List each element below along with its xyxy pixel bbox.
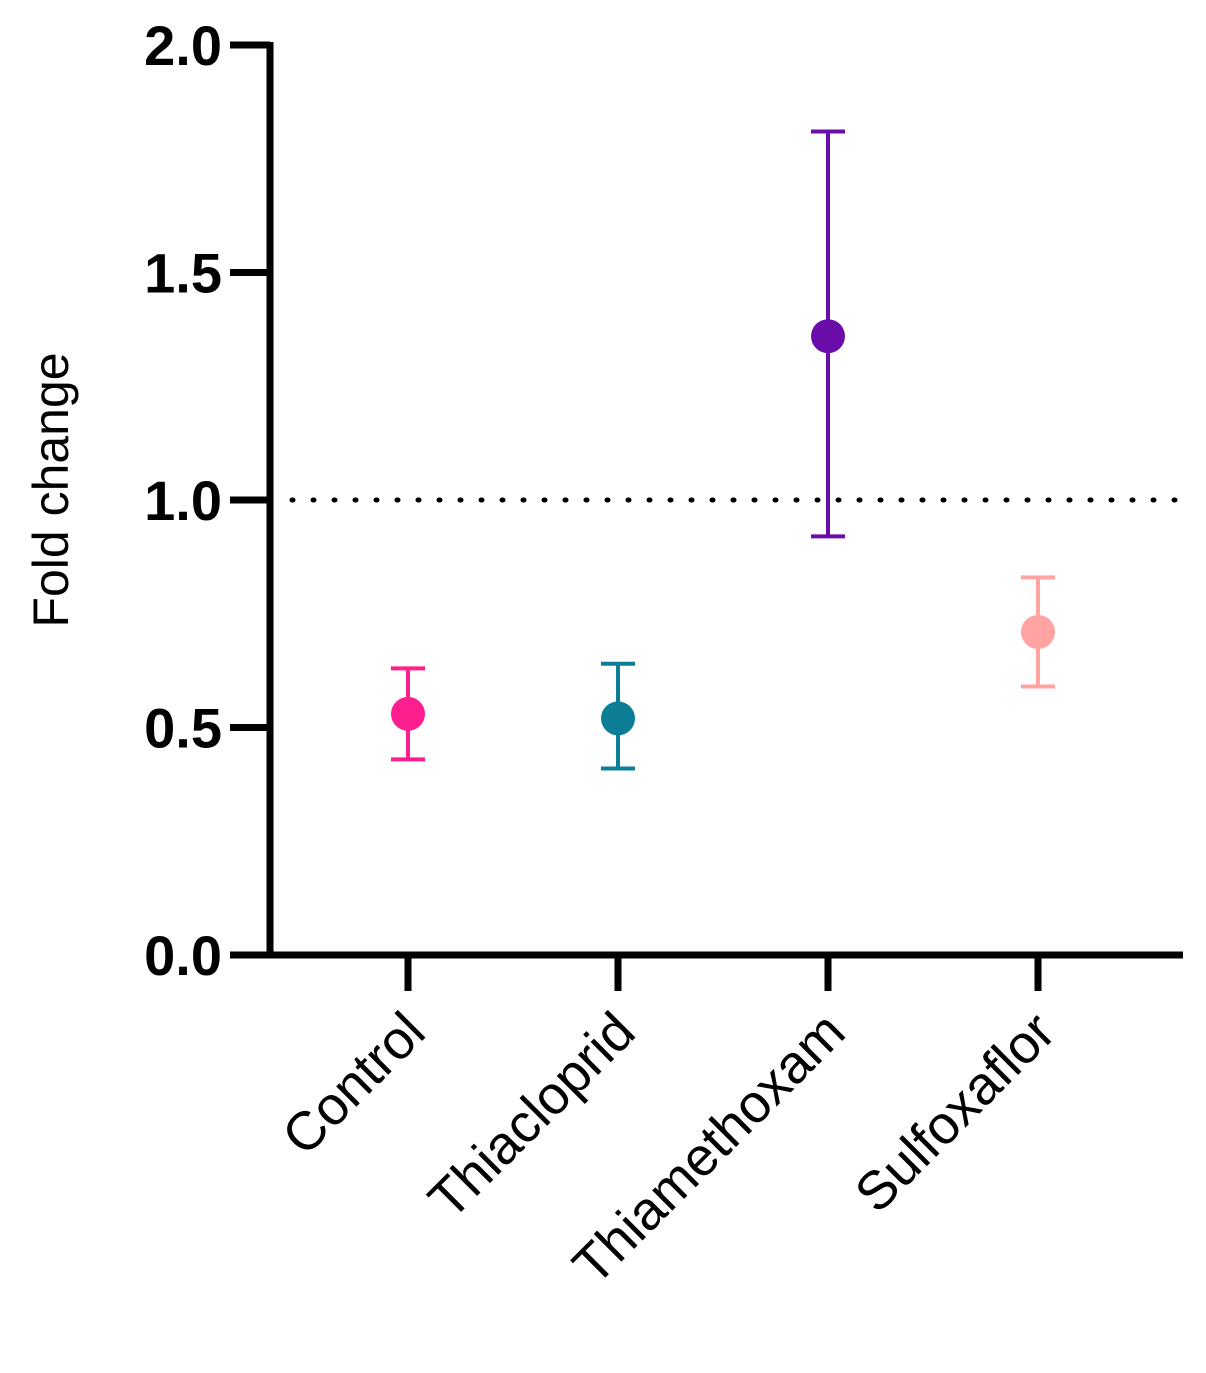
data-point-2 xyxy=(811,319,845,354)
y-tick-label-3: 1.5 xyxy=(144,242,222,305)
data-point-group-0 xyxy=(391,666,425,762)
plot-area: 0.00.51.01.52.0ControlThiaclopridThiamet… xyxy=(144,14,1186,1296)
data-point-1 xyxy=(601,701,635,736)
y-tick-label-4: 2.0 xyxy=(144,14,222,77)
data-point-3 xyxy=(1021,614,1055,649)
y-axis-title: Fold change xyxy=(23,352,79,627)
y-tick-label-1: 0.5 xyxy=(144,697,222,760)
x-tick-label-3: Sulfoxaflor xyxy=(844,1001,1067,1224)
y-tick-label-2: 1.0 xyxy=(144,469,222,532)
data-point-0 xyxy=(391,696,425,731)
y-tick-label-0: 0.0 xyxy=(144,924,222,987)
data-point-group-1 xyxy=(601,661,635,771)
data-point-group-3 xyxy=(1021,575,1055,689)
data-point-group-2 xyxy=(811,129,845,539)
x-tick-label-0: Control xyxy=(271,1001,437,1167)
x-tick-label-1: Thiacloprid xyxy=(417,1001,646,1230)
